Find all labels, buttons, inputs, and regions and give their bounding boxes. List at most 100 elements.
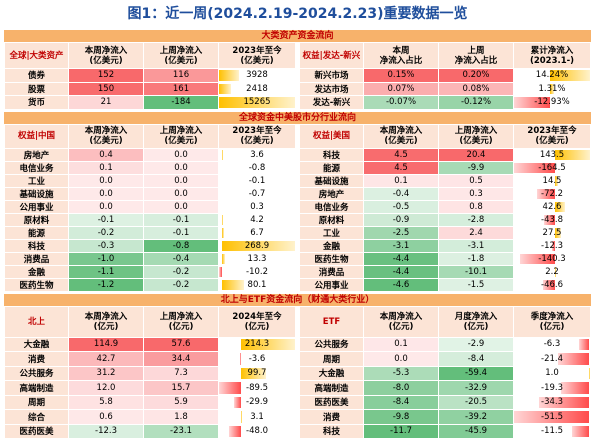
- value-text: 42.7: [96, 353, 116, 364]
- value-text: 31.2: [96, 368, 116, 379]
- value-text: 57.6: [171, 339, 191, 350]
- value-cell: -0.8: [143, 238, 219, 253]
- data-bar: [219, 83, 232, 94]
- value-text: 4.5: [394, 162, 408, 173]
- value-cell: 0.1: [363, 173, 439, 188]
- value-text: -2.5: [392, 227, 410, 238]
- value-text: -8.4: [392, 397, 410, 408]
- data-row: 能源 4.5 -9.9 -164.5: [299, 160, 591, 175]
- value-cell: -46.6: [513, 277, 591, 292]
- value-cell: 0.07%: [363, 81, 439, 96]
- value-text: 0.6: [99, 411, 113, 422]
- value-text: -0.8: [172, 240, 190, 251]
- value-text: 14.24%: [535, 70, 569, 81]
- value-text: -3.1: [392, 240, 410, 251]
- value-cell: 2418: [218, 81, 296, 96]
- data-row: 大金融 -5.3 -59.4 1.0: [299, 365, 591, 381]
- data-row: 消费 -9.8 -39.2 -51.5: [299, 409, 591, 425]
- value-text: -1.0: [97, 253, 115, 264]
- value-cell: 3928: [218, 68, 296, 83]
- value-text: 1.0: [545, 368, 559, 379]
- data-row: 债券 152 116 3928: [4, 68, 296, 83]
- row-label: 公用事业: [4, 199, 69, 214]
- data-table: 全球|大类资产 本周净流入 (亿美元) 上周净流入 (亿美元) 2023年至今 (亿美…: [4, 42, 296, 110]
- value-text: -4.6: [392, 279, 410, 290]
- value-text: -9.8: [392, 411, 410, 422]
- header-row: ETF 本周净流入 (亿元) 月度净流入 (亿元) 季度净流入 (亿元): [299, 305, 591, 338]
- row-label: 医药生物: [299, 251, 364, 266]
- section: 大类资产资金流向 全球|大类资产 本周净流入 (亿美元) 上周净流入 (亿美元) 202…: [4, 30, 591, 110]
- column-header: 累计净流入 (2023.1-): [513, 42, 591, 69]
- value-cell: 0.0: [68, 199, 144, 214]
- data-bar: [543, 279, 555, 290]
- value-text: -1.2: [97, 279, 115, 290]
- value-cell: 0.20%: [438, 68, 514, 83]
- data-bar: [538, 396, 589, 408]
- value-cell: -45.9: [438, 423, 514, 439]
- value-text: 4.2: [250, 214, 264, 225]
- value-text: -4.4: [392, 266, 410, 277]
- value-text: 0.1: [99, 162, 113, 173]
- value-text: -59.4: [465, 368, 487, 379]
- data-bar: [551, 240, 555, 251]
- column-header: 全球|大类资产: [4, 42, 69, 69]
- data-bar: [560, 382, 589, 394]
- value-text: 0.0: [394, 353, 408, 364]
- data-row: 发达-新兴 -0.07% -0.12% -12.93%: [299, 95, 591, 110]
- value-text: -12.3: [541, 240, 563, 251]
- row-label: 新兴市场: [299, 68, 364, 83]
- row-label: 电信业务: [4, 160, 69, 175]
- value-cell: -0.1: [68, 212, 144, 227]
- value-cell: -34.3: [513, 394, 591, 410]
- row-label: 能源: [4, 225, 69, 240]
- value-text: 4.5: [394, 149, 408, 160]
- section-title: 全球资金中美股市分行业流向: [4, 111, 591, 124]
- value-text: -23.1: [170, 426, 192, 437]
- column-header: 2024年至今 (亿元): [218, 305, 296, 338]
- row-label: 能源: [299, 160, 364, 175]
- value-cell: -11.5: [513, 423, 591, 439]
- column-header: 权益|美国: [299, 123, 364, 149]
- value-text: 5.8: [99, 397, 113, 408]
- data-bar: [241, 411, 243, 423]
- value-cell: -8.0: [363, 380, 439, 396]
- data-table: 权益|美国 本周净流入 (亿美元) 上周净流入 (亿美元) 2023年至今 (亿美元)…: [299, 123, 591, 292]
- value-cell: 0.0: [68, 173, 144, 188]
- value-text: -2.9: [467, 339, 485, 350]
- value-text: -19.3: [541, 382, 563, 393]
- value-text: -184: [171, 97, 191, 108]
- value-cell: -51.5: [513, 409, 591, 425]
- row-label: 债券: [4, 68, 69, 83]
- value-cell: -89.5: [218, 380, 296, 396]
- value-cell: 2.2: [513, 264, 591, 279]
- value-cell: 0.08%: [438, 81, 514, 96]
- value-text: -0.2: [172, 279, 190, 290]
- data-bar: [554, 201, 566, 212]
- data-row: 基础设施 0.1 0.5 14.5: [299, 173, 591, 188]
- data-row: 高端制造 -8.0 -32.9 -19.3: [299, 380, 591, 396]
- value-cell: -0.1: [143, 225, 219, 240]
- value-cell: -0.9: [363, 212, 439, 227]
- value-cell: 99.7: [218, 365, 296, 381]
- row-label: 原材料: [4, 212, 69, 227]
- data-row: 科技 -0.3 -0.8 268.9: [4, 238, 296, 253]
- value-text: -0.2: [97, 227, 115, 238]
- value-cell: -5.3: [363, 365, 439, 381]
- value-text: -51.5: [541, 411, 563, 422]
- data-bar: [221, 253, 226, 264]
- data-bar: [221, 240, 295, 251]
- row-label: 消费品: [299, 264, 364, 279]
- value-text: -0.1: [172, 214, 190, 225]
- table-pair: 权益|中国 本周净流入 (亿美元) 上周净流入 (亿美元) 2023年至今 (亿美元)…: [4, 123, 591, 292]
- value-cell: -11.7: [363, 423, 439, 439]
- column-header: ETF: [299, 305, 364, 338]
- row-label: 发达市场: [299, 81, 364, 96]
- value-cell: -0.5: [363, 199, 439, 214]
- value-text: -0.7: [248, 188, 266, 199]
- value-cell: -12.93%: [513, 95, 591, 110]
- value-cell: -1.8: [438, 251, 514, 266]
- row-label: 金融: [4, 264, 69, 279]
- value-text: 13.3: [247, 253, 267, 264]
- data-bar: [550, 83, 554, 94]
- table-pair: 全球|大类资产 本周净流入 (亿美元) 上周净流入 (亿美元) 2023年至今 (亿美…: [4, 42, 591, 110]
